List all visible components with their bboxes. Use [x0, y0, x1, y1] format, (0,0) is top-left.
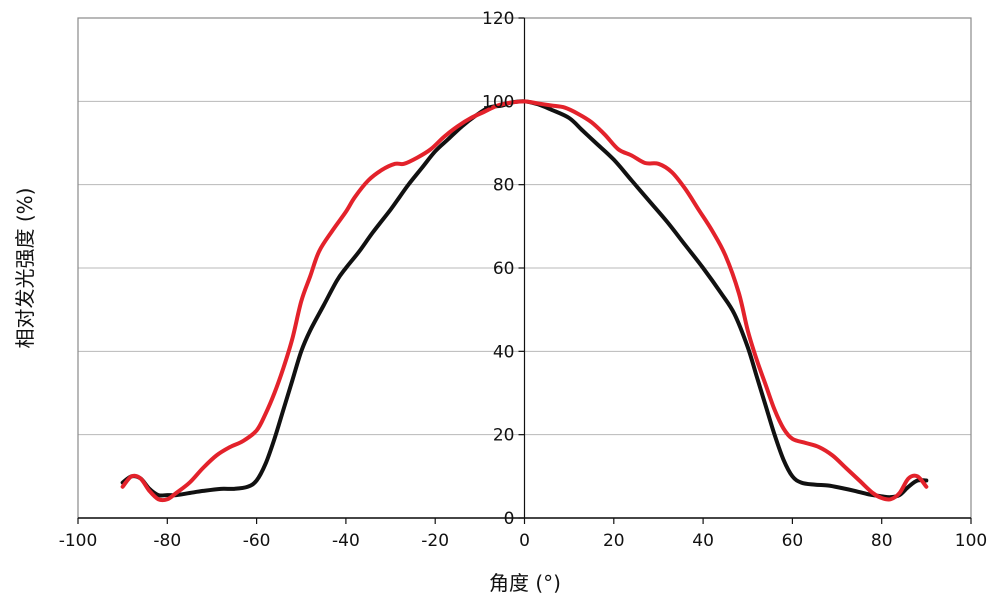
- x-tick-label: -80: [153, 531, 181, 551]
- y-tick-label: 80: [493, 176, 515, 196]
- series-lines: [120, 99, 929, 503]
- y-tick-label: 100: [482, 92, 514, 112]
- y-tick-label: 40: [493, 342, 515, 362]
- x-tick-label: 0: [519, 531, 530, 551]
- y-tick-label: 120: [482, 9, 514, 29]
- y-tick-label: 60: [493, 259, 515, 279]
- tick-labels: -100 -80 -60 -40 -20 0 20 40 60 80 100 0 20 40 60 80 100…: [59, 9, 988, 551]
- x-tick-label: 20: [603, 531, 625, 551]
- x-tick-label: -60: [243, 531, 271, 551]
- x-axis-title: 角度 (°): [489, 571, 561, 595]
- x-tick-label: 100: [955, 531, 987, 551]
- x-tick-label: -100: [59, 531, 98, 551]
- series-line-red: [120, 99, 929, 503]
- axes: [77, 17, 972, 524]
- x-tick-label: 80: [871, 531, 893, 551]
- x-tick-label: -40: [332, 531, 360, 551]
- y-axis-title: 相对发光强度 (%): [13, 188, 37, 349]
- x-tick-label: 40: [692, 531, 714, 551]
- y-tick-label: 0: [504, 509, 515, 529]
- x-tick-label: 60: [782, 531, 804, 551]
- y-tick-label: 20: [493, 426, 515, 446]
- x-tick-label: -20: [421, 531, 449, 551]
